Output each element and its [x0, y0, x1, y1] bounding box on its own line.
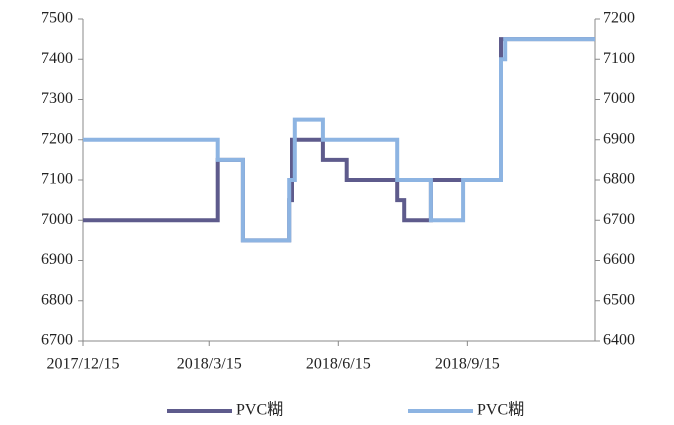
y2-tick-label: 7100 — [603, 50, 635, 67]
series-line — [83, 37, 595, 243]
legend-label: PVC糊 — [477, 401, 524, 419]
y-tick-label: 7500 — [41, 10, 73, 27]
y2-tick-label: 6400 — [603, 332, 635, 349]
y-tick-label: 7000 — [41, 211, 73, 228]
y-tick-label: 7200 — [41, 130, 73, 147]
y-tick-label: 7400 — [41, 50, 73, 67]
y-tick-label: 6900 — [41, 251, 73, 268]
x-tick-label: 2018/6/15 — [306, 356, 371, 373]
y2-tick-label: 6900 — [603, 130, 635, 147]
y2-tick-label: 6500 — [603, 291, 635, 308]
y2-tick-label: 6800 — [603, 171, 635, 188]
y2-tick-label: 6700 — [603, 211, 635, 228]
y2-tick-label: 7200 — [603, 10, 635, 27]
y2-tick-label: 7000 — [603, 90, 635, 107]
y-tick-label: 7300 — [41, 90, 73, 107]
x-tick-label: 2017/12/15 — [47, 356, 120, 373]
y2-tick-label: 6600 — [603, 251, 635, 268]
y-tick-label: 6800 — [41, 291, 73, 308]
legend-label: PVC糊 — [236, 401, 283, 419]
x-tick-label: 2018/9/15 — [435, 356, 500, 373]
y-tick-label: 7100 — [41, 171, 73, 188]
y-tick-label: 6700 — [41, 332, 73, 349]
x-tick-label: 2018/3/15 — [177, 356, 242, 373]
